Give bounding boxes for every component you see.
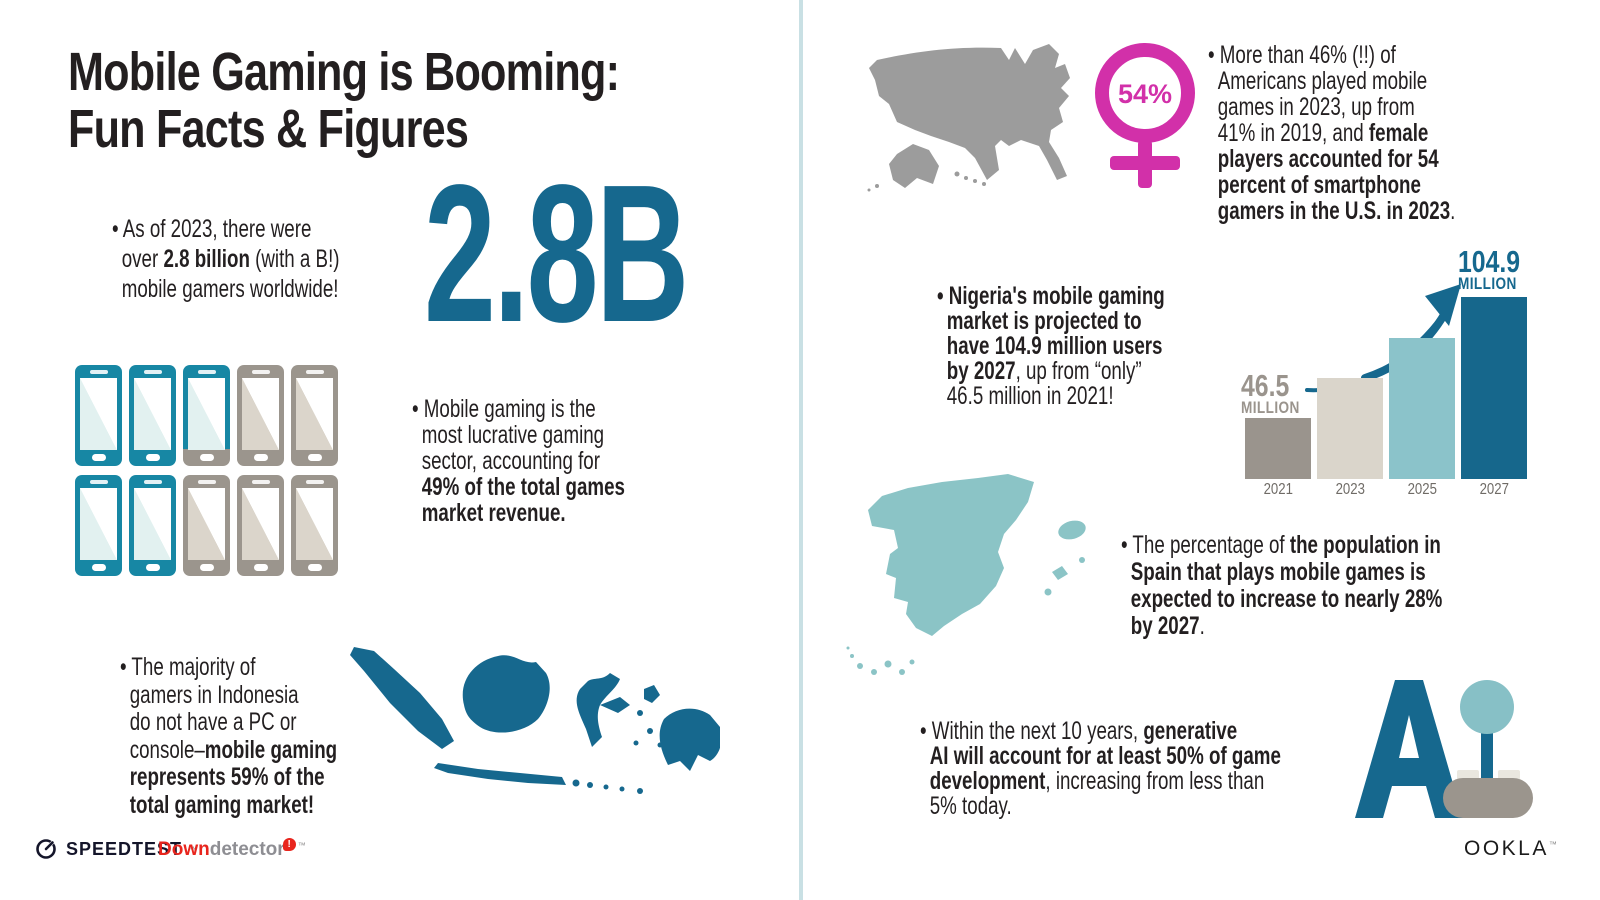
indonesia-map	[350, 647, 720, 794]
bar-2027	[1461, 297, 1527, 479]
bullet-us-female-players: • More than 46% (!!) of Americans played…	[1208, 41, 1456, 225]
phones-pictogram	[75, 365, 338, 576]
bullet-generative-ai: • Within the next 10 years, generative A…	[920, 717, 1281, 820]
data-label-2027: 104.9 MILLION	[1458, 244, 1521, 293]
axis-label-2023: 2023	[1335, 481, 1365, 498]
gauge-icon	[36, 839, 56, 859]
phone-icon	[291, 365, 338, 466]
downdetector-logo: Downdetector! ™	[158, 838, 306, 860]
bar-2025	[1389, 338, 1455, 479]
bullet-market-revenue: • Mobile gaming is the most lucrative ga…	[412, 395, 625, 527]
ookla-logo: OOKLA™	[1464, 837, 1557, 860]
bullet-spain: • The percentage of the population in Sp…	[1121, 531, 1443, 640]
us-map	[867, 44, 1070, 192]
data-label-2021: 46.5 MILLION	[1241, 368, 1300, 417]
axis-label-2025: 2025	[1407, 481, 1437, 498]
phone-icon	[291, 475, 338, 576]
phone-icon	[237, 475, 284, 576]
page-title: Mobile Gaming is Booming: Fun Facts & Fi…	[68, 42, 620, 159]
phone-icon	[183, 475, 230, 576]
axis-label-2021: 2021	[1263, 481, 1293, 498]
phone-icon	[129, 475, 176, 576]
phone-icon	[183, 365, 230, 466]
spain-map	[846, 474, 1086, 675]
phone-icon	[237, 365, 284, 466]
bullet-gamers-worldwide: • As of 2023, there were over 2.8 billio…	[112, 215, 340, 303]
female-symbol-icon: 54%	[1095, 43, 1195, 188]
badge-54-percent: 54%	[1118, 79, 1172, 109]
letter-a	[1355, 680, 1463, 818]
bar-2023	[1317, 378, 1383, 479]
center-divider	[799, 0, 803, 900]
speedtest-wordmark: SPEEDTEST	[66, 838, 183, 859]
phone-icon	[129, 365, 176, 466]
downdetector-word-down: Down	[158, 839, 210, 860]
phone-icon	[75, 475, 122, 576]
phone-icon	[75, 365, 122, 466]
stat-2-8b: 2.8B	[424, 144, 689, 363]
alert-badge-icon: !	[282, 838, 296, 851]
bullet-nigeria: • Nigeria's mobile gaming market is proj…	[937, 282, 1165, 410]
speedtest-logo: SPEEDTEST ™	[35, 837, 197, 861]
ookla-wordmark: OOKLA	[1464, 837, 1549, 860]
downdetector-word-detector: detector	[209, 839, 285, 860]
bar-2021	[1245, 418, 1311, 479]
nigeria-bar-chart: 46.5 MILLION 104.9 MILLION 2021 2023 2025 2…	[1215, 240, 1537, 506]
joystick-icon	[1443, 680, 1533, 818]
ai-graphic	[1355, 680, 1533, 818]
bullet-indonesia: • The majority of gamers in Indonesia do…	[120, 653, 338, 819]
axis-label-2027: 2027	[1479, 481, 1509, 498]
